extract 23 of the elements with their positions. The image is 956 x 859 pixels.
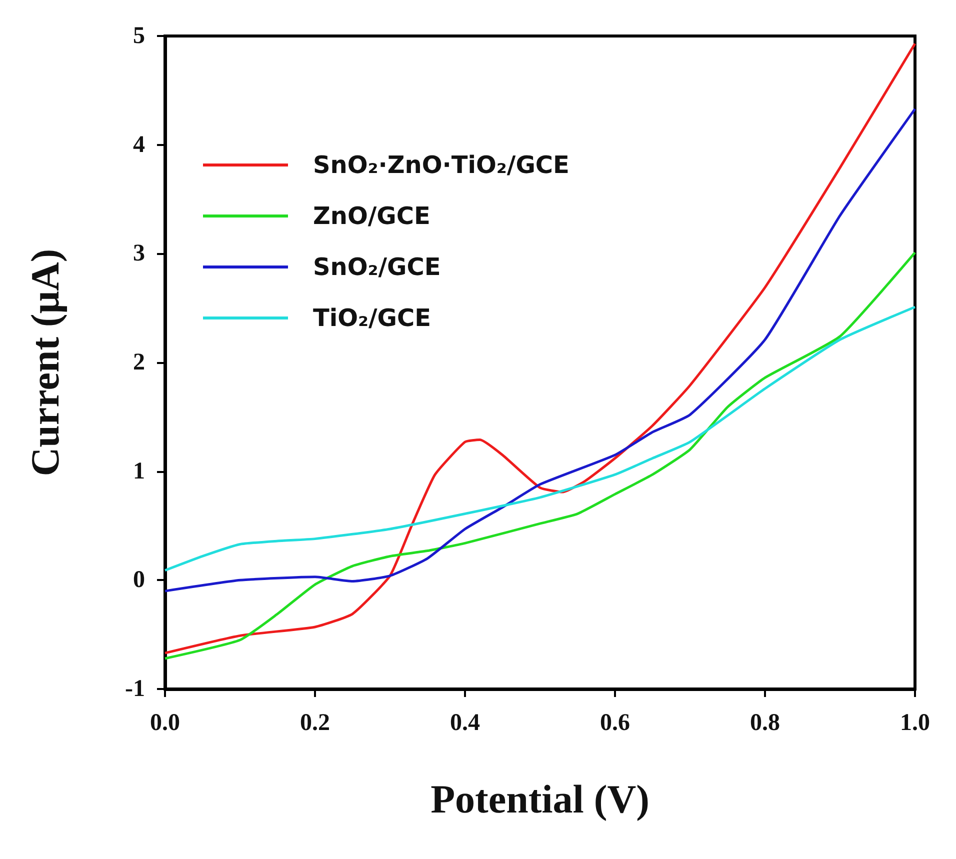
x-tick-label: 1.0 (900, 710, 930, 736)
y-tick-label: 4 (133, 132, 145, 158)
y-tick-label: 0 (133, 567, 145, 594)
y-axis-title: Current (μA) (22, 248, 68, 476)
line-series (164, 251, 916, 660)
x-tick-label: 0.4 (450, 710, 480, 736)
x-tick-label: 0.2 (300, 710, 330, 736)
y-tick-label: 2 (133, 350, 145, 376)
line-series (164, 306, 916, 572)
y-tick-label: 3 (133, 240, 145, 267)
legend-label: ZnO/GCE (313, 202, 430, 230)
legend-label: SnO₂/GCE (313, 253, 441, 281)
line-series (164, 108, 916, 592)
y-tick-label: -1 (125, 676, 145, 702)
y-tick-label: 5 (133, 23, 145, 49)
x-axis-title: Potential (V) (430, 776, 650, 822)
y-tick-label: 1 (133, 458, 145, 484)
legend-label: SnO₂·ZnO·TiO₂/GCE (313, 151, 570, 179)
x-tick-label: 0.6 (600, 710, 630, 736)
legend-label: TiO₂/GCE (313, 304, 431, 332)
x-tick-label: 0.8 (750, 710, 780, 736)
line-series (164, 42, 916, 654)
x-tick-label: 0.0 (150, 710, 180, 736)
